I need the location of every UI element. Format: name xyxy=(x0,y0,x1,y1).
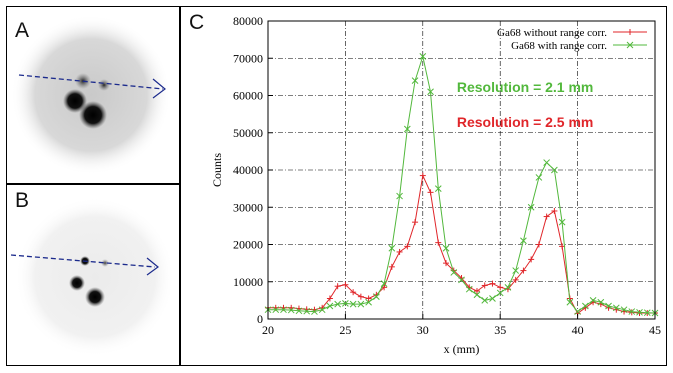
data-point-with-corr xyxy=(388,244,396,252)
panel-b-label: B xyxy=(15,189,30,212)
panel-a-image: A xyxy=(6,6,180,184)
y-tick-label: 10000 xyxy=(233,275,263,289)
arrow-head-icon xyxy=(146,257,159,276)
y-tick-label: 0 xyxy=(257,312,263,326)
data-point-with-corr xyxy=(365,298,372,306)
data-point-with-corr xyxy=(543,159,550,166)
data-point-with-corr xyxy=(520,237,527,245)
legend-marker xyxy=(626,41,634,49)
data-point-with-corr xyxy=(473,291,481,299)
x-tick-label: 45 xyxy=(649,323,661,337)
legend-swatch-with-corr xyxy=(613,41,647,49)
tick-layer: 20 25 30 35 40 45 0 10000 20000 30000 40000 50000 60… xyxy=(233,14,661,337)
hot-spot-tiny xyxy=(101,259,109,267)
data-point-with-corr xyxy=(326,302,334,310)
resolution-annotation-red: Resolution = 2.5 mm xyxy=(457,114,594,130)
x-tick-label: 40 xyxy=(572,323,584,337)
x-tick-label: 25 xyxy=(339,323,351,337)
data-point-with-corr xyxy=(442,244,450,252)
data-point-with-corr xyxy=(318,306,326,314)
data-point-with-corr xyxy=(411,77,419,84)
y-tick-label: 70000 xyxy=(233,51,263,65)
phantom-disc xyxy=(15,197,175,357)
y-tick-label: 60000 xyxy=(233,89,263,103)
grid-layer xyxy=(268,21,655,319)
series-line-with-corr xyxy=(268,54,656,314)
hot-spot-large xyxy=(79,101,107,129)
legend-swatch-without-corr xyxy=(613,29,647,35)
data-point-with-corr xyxy=(427,88,434,96)
data-point-with-corr xyxy=(535,174,543,181)
hot-spot-large xyxy=(85,287,105,307)
data-point-with-corr xyxy=(628,308,636,315)
data-point-with-corr xyxy=(574,308,581,315)
data-point-with-corr xyxy=(380,280,388,287)
panel-c-chart: C 20 25 30 35 40 45 0 10000 20000 30000 40000 50000… xyxy=(180,6,667,366)
data-point-with-corr xyxy=(311,308,318,315)
y-axis-label: Counts xyxy=(210,153,224,187)
data-point-with-corr xyxy=(349,300,357,308)
x-tick-label: 30 xyxy=(417,323,429,337)
panel-b-image: B xyxy=(6,184,180,366)
series-layer xyxy=(264,53,659,317)
legend-label-with-corr: Ga68 with range corr. xyxy=(511,40,607,52)
data-point-with-corr xyxy=(342,300,349,307)
data-point-with-corr xyxy=(589,297,597,304)
data-point-with-corr xyxy=(581,302,589,310)
arrow-head-icon xyxy=(152,78,166,99)
profile-line-arrow xyxy=(10,254,156,268)
data-point-with-corr xyxy=(272,306,280,314)
data-point-with-corr xyxy=(620,306,628,314)
data-point-with-corr xyxy=(643,309,651,317)
data-point-with-corr xyxy=(605,302,612,310)
profile-chart: 20 25 30 35 40 45 0 10000 20000 30000 40000 50000 60… xyxy=(210,14,661,356)
data-point-with-corr xyxy=(434,185,442,192)
data-point-with-corr xyxy=(334,300,342,308)
profile-line-arrow xyxy=(18,74,164,90)
panel-a-pet-image xyxy=(11,15,171,175)
panel-b-pet-image xyxy=(10,197,175,357)
data-point-with-corr xyxy=(280,306,287,314)
data-point-with-corr xyxy=(636,308,643,316)
data-point-with-corr xyxy=(373,293,380,301)
hot-spot-medium xyxy=(69,275,85,291)
data-point-with-corr xyxy=(295,307,303,315)
y-tick-label: 30000 xyxy=(233,200,263,214)
y-tick-label: 40000 xyxy=(233,163,263,177)
legend-label-without-corr: Ga68 without range corr. xyxy=(497,27,607,39)
y-tick-label: 20000 xyxy=(233,238,263,252)
data-point-with-corr xyxy=(403,125,411,133)
x-tick-label: 20 xyxy=(262,323,274,337)
phantom-disc xyxy=(11,15,171,175)
y-tick-label: 50000 xyxy=(233,126,263,140)
panel-a-label: A xyxy=(15,19,30,42)
data-point-with-corr xyxy=(481,297,489,304)
data-point-with-corr xyxy=(458,276,465,284)
panel-c-label: C xyxy=(189,11,205,34)
hot-spot-medium xyxy=(63,89,87,113)
data-point-with-corr xyxy=(512,267,520,274)
data-point-with-corr xyxy=(527,203,535,211)
data-point-with-corr xyxy=(504,283,512,291)
data-point-with-corr xyxy=(489,295,496,302)
legend: Ga68 without range corr. Ga68 with range… xyxy=(497,27,647,52)
data-point-with-corr xyxy=(496,289,504,297)
y-tick-label: 80000 xyxy=(233,14,263,28)
data-point-with-corr xyxy=(419,53,427,60)
data-point-with-corr xyxy=(465,285,473,293)
data-point-with-corr xyxy=(566,298,574,306)
data-point-with-corr xyxy=(551,166,558,174)
data-point-with-corr xyxy=(357,300,365,308)
x-axis-label: x (mm) xyxy=(444,342,480,356)
data-point-with-corr xyxy=(612,304,620,312)
data-point-with-corr xyxy=(287,306,295,314)
data-point-with-corr xyxy=(303,307,311,315)
data-point-with-corr xyxy=(396,192,403,200)
x-tick-label: 35 xyxy=(494,323,506,337)
hot-spot-tiny xyxy=(98,79,110,91)
resolution-annotation-green: Resolution = 2.1 mm xyxy=(457,79,594,95)
data-point-with-corr xyxy=(558,218,566,226)
data-point-with-corr xyxy=(597,298,605,306)
data-point-with-corr xyxy=(450,269,458,276)
